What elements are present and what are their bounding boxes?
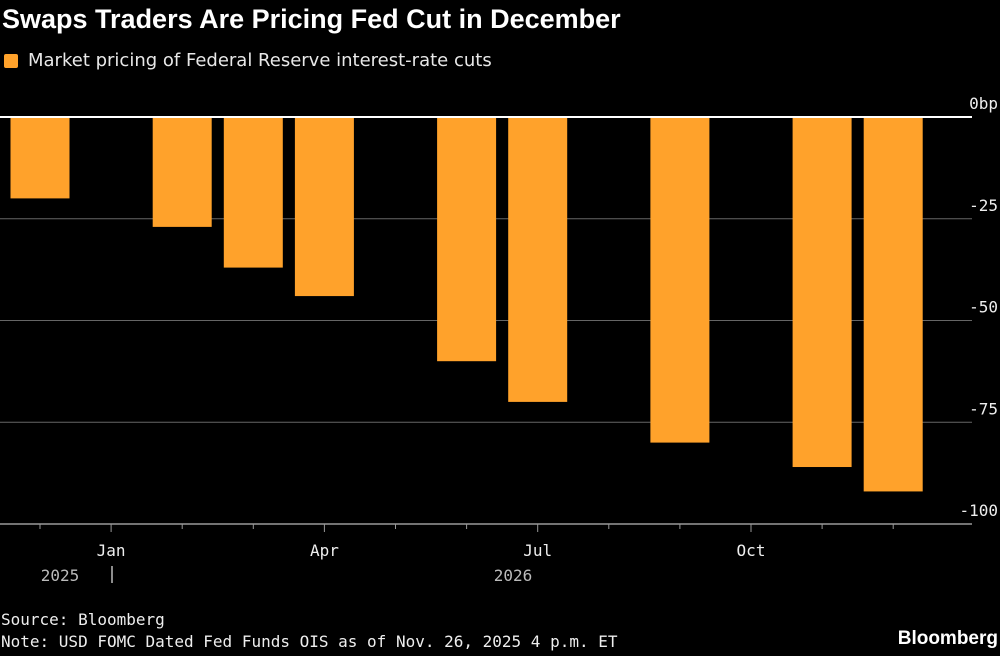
bar: [650, 117, 710, 443]
x-tick-label: Apr: [310, 541, 339, 560]
bar: [792, 117, 852, 468]
y-tick-label: -25: [969, 196, 998, 215]
bar: [294, 117, 354, 297]
bloomberg-logo: Bloomberg: [897, 628, 998, 649]
chart-title: Swaps Traders Are Pricing Fed Cut in Dec…: [2, 4, 621, 34]
y-tick-label: -50: [969, 298, 998, 317]
year-label: 2025: [41, 566, 80, 585]
bar: [508, 117, 568, 402]
legend-swatch: [4, 53, 18, 68]
y-tick-label: 0bp: [969, 94, 998, 113]
source-note: Source: Bloomberg: [1, 610, 165, 629]
y-tick-label: -100: [959, 501, 998, 520]
x-tick-label: Jul: [523, 541, 552, 560]
legend-label: Market pricing of Federal Reserve intere…: [28, 50, 492, 71]
y-tick-label: -75: [969, 399, 998, 418]
bar: [437, 117, 497, 362]
bar: [223, 117, 283, 268]
x-tick-label: Jan: [97, 541, 126, 560]
legend: Market pricing of Federal Reserve intere…: [4, 50, 492, 71]
x-tick-label: Oct: [737, 541, 766, 560]
bar: [152, 117, 212, 227]
year-label: 2026: [494, 566, 533, 585]
bar-chart: 0bp -25 -50 -75 -100 Jan Apr Jul Oct 2025 2026: [0, 94, 998, 585]
bar: [10, 117, 70, 199]
footnote: Note: USD FOMC Dated Fed Funds OIS as of…: [1, 632, 618, 651]
bar: [863, 117, 923, 492]
